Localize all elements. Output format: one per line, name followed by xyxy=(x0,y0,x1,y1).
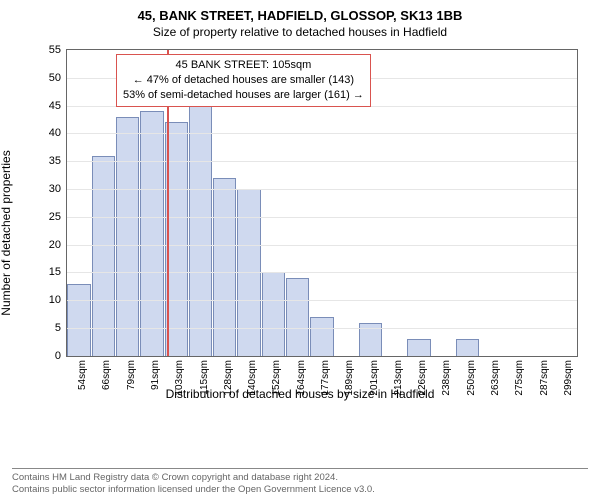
gridline xyxy=(67,133,577,134)
y-tick-label: 35 xyxy=(49,155,61,167)
histogram-bar xyxy=(67,284,90,356)
x-tick-label: 66sqm xyxy=(101,360,112,390)
bar-slot xyxy=(431,50,455,356)
footer-line-2: Contains public sector information licen… xyxy=(12,484,588,496)
gridline xyxy=(67,217,577,218)
x-axis-label: Distribution of detached houses by size … xyxy=(12,387,588,401)
bar-slot xyxy=(528,50,552,356)
footer-attribution: Contains HM Land Registry data © Crown c… xyxy=(12,468,588,496)
bar-slot xyxy=(407,50,431,356)
y-tick-label: 10 xyxy=(49,294,61,306)
gridline xyxy=(67,189,577,190)
histogram-bar xyxy=(92,156,115,356)
bar-slot xyxy=(67,50,91,356)
histogram-bar xyxy=(456,339,479,356)
y-tick-label: 5 xyxy=(55,322,61,334)
gridline xyxy=(67,272,577,273)
histogram-bar xyxy=(407,339,430,356)
y-tick-label: 55 xyxy=(49,44,61,56)
histogram-bar xyxy=(189,106,212,356)
x-tick-label: 54sqm xyxy=(77,360,88,390)
histogram-bar xyxy=(116,117,139,356)
chart-outer: Number of detached properties 0510152025… xyxy=(12,43,588,423)
bar-slot xyxy=(480,50,504,356)
bar-slot xyxy=(91,50,115,356)
gridline xyxy=(67,328,577,329)
annotation-line: 53% of semi-detached houses are larger (… xyxy=(123,88,364,103)
plot-area: 051015202530354045505554sqm66sqm79sqm91s… xyxy=(66,49,578,357)
histogram-bar xyxy=(262,272,285,355)
gridline xyxy=(67,300,577,301)
footer-line-1: Contains HM Land Registry data © Crown c… xyxy=(12,472,588,484)
bar-slot xyxy=(456,50,480,356)
histogram-bar xyxy=(310,317,333,356)
y-tick-label: 30 xyxy=(49,183,61,195)
y-tick-label: 40 xyxy=(49,127,61,139)
y-tick-label: 15 xyxy=(49,266,61,278)
bar-slot xyxy=(553,50,577,356)
y-tick-label: 45 xyxy=(49,100,61,112)
y-tick-label: 50 xyxy=(49,72,61,84)
chart-title: 45, BANK STREET, HADFIELD, GLOSSOP, SK13… xyxy=(12,8,588,25)
x-tick-label: 79sqm xyxy=(126,360,137,390)
y-tick-label: 25 xyxy=(49,211,61,223)
histogram-bar xyxy=(213,178,236,356)
annotation-box: 45 BANK STREET: 105sqm← 47% of detached … xyxy=(116,54,371,107)
annotation-line: 45 BANK STREET: 105sqm xyxy=(123,58,364,73)
gridline xyxy=(67,245,577,246)
histogram-bar xyxy=(140,111,163,356)
histogram-bar xyxy=(286,278,309,356)
chart-container: 45, BANK STREET, HADFIELD, GLOSSOP, SK13… xyxy=(0,0,600,500)
x-tick-label: 91sqm xyxy=(150,360,161,390)
annotation-line: ← 47% of detached houses are smaller (14… xyxy=(123,73,364,88)
y-tick-label: 20 xyxy=(49,239,61,251)
y-tick-label: 0 xyxy=(55,350,61,362)
y-axis-label: Number of detached properties xyxy=(0,150,13,315)
bar-slot xyxy=(383,50,407,356)
chart-subtitle: Size of property relative to detached ho… xyxy=(12,25,588,39)
bar-slot xyxy=(504,50,528,356)
gridline xyxy=(67,161,577,162)
